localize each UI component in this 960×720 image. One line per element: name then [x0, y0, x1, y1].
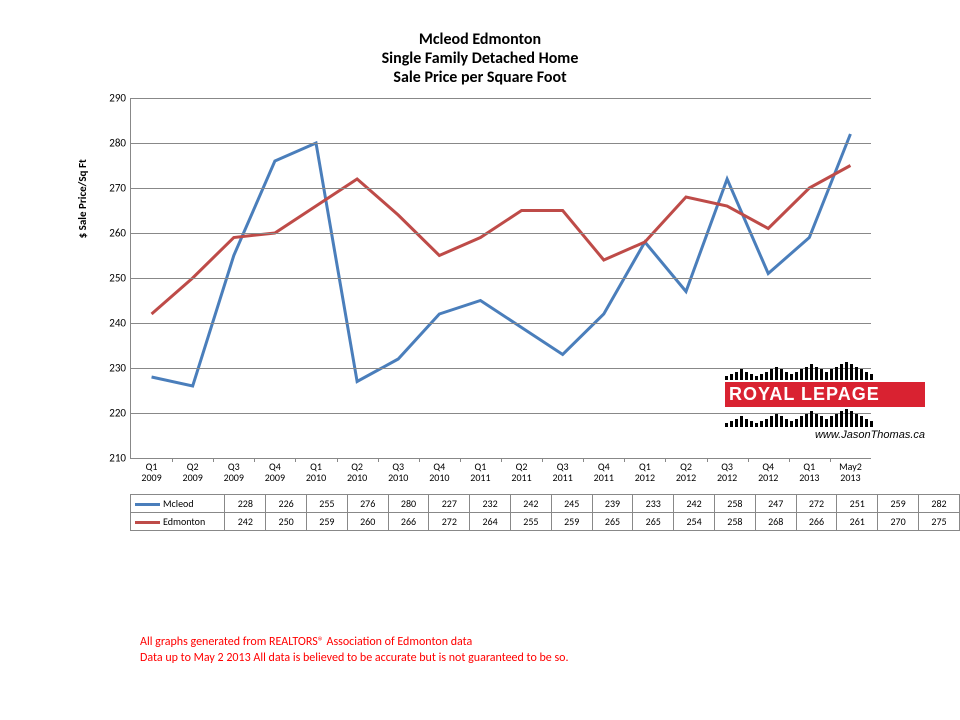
y-tick-label: 280	[109, 136, 126, 149]
table-cell: 259	[551, 512, 592, 530]
table-cell: 272	[796, 494, 837, 512]
title-line-3: Sale Price per Square Foot	[60, 68, 900, 87]
table-cell: 275	[918, 512, 959, 530]
legend-cell: Mcleod	[131, 494, 225, 512]
x-tick-label: Q22011	[502, 458, 542, 483]
data-table: Mcleod2282262552762802272322422452392332…	[130, 494, 960, 531]
table-cell: 251	[837, 494, 878, 512]
series-line	[152, 134, 851, 386]
gridline	[131, 188, 871, 189]
table-cell: 259	[878, 494, 919, 512]
y-tick-label: 240	[109, 316, 126, 329]
x-tick-label: Q22010	[337, 458, 377, 483]
x-tick-label: Q32010	[378, 458, 418, 483]
x-tick-label: Q22009	[173, 458, 213, 483]
table-cell: 265	[633, 512, 674, 530]
table-cell: 276	[347, 494, 388, 512]
y-tick-label: 250	[109, 271, 126, 284]
legend-swatch-icon	[135, 521, 160, 524]
royal-lepage-logo: ROYAL LEPAGE www.JasonThomas.ca	[725, 360, 925, 441]
legend-label: Edmonton	[163, 515, 205, 528]
table-cell: 261	[837, 512, 878, 530]
table-cell: 228	[225, 494, 266, 512]
table-cell: 245	[551, 494, 592, 512]
title-line-2: Single Family Detached Home	[60, 49, 900, 68]
y-tick-label: 290	[109, 91, 126, 104]
x-tick-label: Q32011	[543, 458, 583, 483]
table-cell: 258	[714, 494, 755, 512]
x-tick-label: Q12010	[296, 458, 336, 483]
x-tick-label: Q42012	[748, 458, 788, 483]
gridline	[131, 143, 871, 144]
table-cell: 226	[266, 494, 307, 512]
table-cell: 255	[511, 512, 552, 530]
table-cell: 266	[388, 512, 429, 530]
table-cell: 282	[918, 494, 959, 512]
x-tick-label: Q12012	[625, 458, 665, 483]
x-tick-label: Q12009	[132, 458, 172, 483]
table-row: Mcleod2282262552762802272322422452392332…	[131, 494, 960, 512]
x-tick-label: Q32012	[707, 458, 747, 483]
x-tick-label: Q42009	[255, 458, 295, 483]
logo-bars-icon	[725, 360, 925, 380]
x-tick-label: Q42011	[584, 458, 624, 483]
table-row: Edmonton24225025926026627226425525926526…	[131, 512, 960, 530]
table-cell: 266	[796, 512, 837, 530]
logo-brand-text: ROYAL LEPAGE	[725, 382, 925, 407]
table-cell: 272	[429, 512, 470, 530]
x-tick-label: Q12011	[460, 458, 500, 483]
title-line-1: Mcleod Edmonton	[60, 30, 900, 49]
x-tick-label: Q12013	[789, 458, 829, 483]
table-cell: 232	[470, 494, 511, 512]
table-cell: 250	[266, 512, 307, 530]
table-cell: 227	[429, 494, 470, 512]
gridline	[131, 98, 871, 99]
table-cell: 259	[307, 512, 348, 530]
table-cell: 264	[470, 512, 511, 530]
legend-label: Mcleod	[163, 497, 194, 510]
y-tick-label: 270	[109, 181, 126, 194]
chart-container: Mcleod Edmonton Single Family Detached H…	[60, 30, 900, 590]
table-cell: 258	[714, 512, 755, 530]
x-tick-label: Q32009	[214, 458, 254, 483]
table-cell: 255	[307, 494, 348, 512]
gridline	[131, 278, 871, 279]
y-axis-label: $ Sale Price/Sq Ft	[76, 159, 89, 238]
x-tick-label: May22013	[830, 458, 870, 483]
table-cell: 260	[347, 512, 388, 530]
y-tick-label: 260	[109, 226, 126, 239]
table-cell: 242	[511, 494, 552, 512]
table-cell: 254	[674, 512, 715, 530]
footer-note: All graphs generated from REALTORS® Asso…	[140, 635, 569, 666]
table-cell: 270	[878, 512, 919, 530]
footer-line-1: All graphs generated from REALTORS® Asso…	[140, 635, 569, 651]
table-cell: 242	[674, 494, 715, 512]
table-cell: 239	[592, 494, 633, 512]
table-cell: 280	[388, 494, 429, 512]
table-cell: 247	[755, 494, 796, 512]
legend-cell: Edmonton	[131, 512, 225, 530]
footer-line-2: Data up to May 2 2013 All data is believ…	[140, 651, 569, 667]
x-tick-label: Q22012	[666, 458, 706, 483]
logo-url: www.JasonThomas.ca	[725, 429, 925, 441]
logo-bars-icon	[725, 407, 925, 427]
table-cell: 233	[633, 494, 674, 512]
y-tick-label: 230	[109, 361, 126, 374]
table-cell: 242	[225, 512, 266, 530]
gridline	[131, 323, 871, 324]
x-tick-label: Q42010	[419, 458, 459, 483]
legend-swatch-icon	[135, 503, 160, 506]
chart-title: Mcleod Edmonton Single Family Detached H…	[60, 30, 900, 88]
table-cell: 268	[755, 512, 796, 530]
y-tick-label: 220	[109, 406, 126, 419]
y-tick-label: 210	[109, 451, 126, 464]
gridline	[131, 233, 871, 234]
table-cell: 265	[592, 512, 633, 530]
